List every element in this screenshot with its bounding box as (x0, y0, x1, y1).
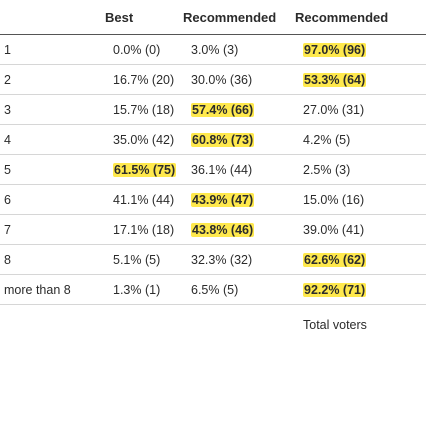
not-recommended-cell: 15.0% (16) (291, 185, 426, 215)
best-cell-highlighted-value: 61.5% (75) (113, 163, 177, 177)
table-footer-row: Total voters (0, 305, 426, 340)
best-cell-value: 17.1% (18) (113, 223, 175, 237)
table-row: 3 15.7% (18) 57.4% (66) 27.0% (31) (0, 95, 426, 125)
table-row: 6 41.1% (44) 43.9% (47) 15.0% (16) (0, 185, 426, 215)
not-recommended-cell: 53.3% (64) (291, 65, 426, 95)
best-cell: 35.0% (42) (101, 125, 179, 155)
player-count-cell-value: 4 (4, 133, 11, 147)
not-recommended-cell: 92.2% (71) (291, 275, 426, 305)
not-recommended-cell-highlighted-value: 97.0% (96) (303, 43, 367, 57)
not-recommended-cell: 27.0% (31) (291, 95, 426, 125)
table-row: 7 17.1% (18) 43.8% (46) 39.0% (41) (0, 215, 426, 245)
recommended-cell: 43.8% (46) (179, 215, 291, 245)
not-recommended-cell-value: 15.0% (16) (303, 193, 365, 207)
best-cell-value: 0.0% (0) (113, 43, 161, 57)
table-row: 2 16.7% (20) 30.0% (36) 53.3% (64) (0, 65, 426, 95)
player-count-cell: 7 (0, 215, 101, 245)
footer-empty-cell (101, 305, 179, 340)
not-recommended-cell-value: 4.2% (5) (303, 133, 351, 147)
recommended-cell-highlighted-value: 43.9% (47) (191, 193, 255, 207)
player-count-cell-value: 6 (4, 193, 11, 207)
not-recommended-cell-value: 2.5% (3) (303, 163, 351, 177)
recommended-cell-value: 32.3% (32) (191, 253, 253, 267)
best-cell: 0.0% (0) (101, 35, 179, 65)
recommended-cell-value: 36.1% (44) (191, 163, 253, 177)
not-recommended-cell-highlighted-value: 92.2% (71) (303, 283, 367, 297)
best-cell: 41.1% (44) (101, 185, 179, 215)
not-recommended-cell-highlighted-value: 62.6% (62) (303, 253, 367, 267)
not-recommended-cell-value: 39.0% (41) (303, 223, 365, 237)
table-body: 1 0.0% (0) 3.0% (3) 97.0% (96) 2 16.7% (20) 30… (0, 35, 426, 340)
best-cell-value: 1.3% (1) (113, 283, 161, 297)
recommended-cell: 30.0% (36) (179, 65, 291, 95)
best-cell-value: 41.1% (44) (113, 193, 175, 207)
header-recommended: Recommended (183, 10, 277, 25)
not-recommended-cell-highlighted-value: 53.3% (64) (303, 73, 367, 87)
recommended-cell-value: 30.0% (36) (191, 73, 253, 87)
not-recommended-cell: 62.6% (62) (291, 245, 426, 275)
player-count-cell-value: 5 (4, 163, 11, 177)
not-recommended-cell: 97.0% (96) (291, 35, 426, 65)
best-cell-value: 15.7% (18) (113, 103, 175, 117)
player-count-cell: more than 8 (0, 275, 101, 305)
best-cell: 16.7% (20) (101, 65, 179, 95)
not-recommended-cell: 2.5% (3) (291, 155, 426, 185)
recommended-cell-value: 6.5% (5) (191, 283, 239, 297)
recommended-cell-highlighted-value: 60.8% (73) (191, 133, 255, 147)
best-cell: 17.1% (18) (101, 215, 179, 245)
recommended-cell-highlighted-value: 43.8% (46) (191, 223, 255, 237)
best-cell: 15.7% (18) (101, 95, 179, 125)
best-cell: 5.1% (5) (101, 245, 179, 275)
player-count-poll-table: Best Recommended Recommended 1 0.0% (0) 3.… (0, 0, 426, 340)
player-count-cell: 5 (0, 155, 101, 185)
recommended-cell-highlighted-value: 57.4% (66) (191, 103, 255, 117)
recommended-cell: 3.0% (3) (179, 35, 291, 65)
table-row: more than 8 1.3% (1) 6.5% (5) 92.2% (71) (0, 275, 426, 305)
best-cell-value: 35.0% (42) (113, 133, 175, 147)
player-count-cell-value: 8 (4, 253, 11, 267)
player-count-cell-value: 1 (4, 43, 11, 57)
recommended-cell: 32.3% (32) (179, 245, 291, 275)
recommended-cell: 6.5% (5) (179, 275, 291, 305)
table-row: 4 35.0% (42) 60.8% (73) 4.2% (5) (0, 125, 426, 155)
best-cell: 1.3% (1) (101, 275, 179, 305)
player-count-cell: 6 (0, 185, 101, 215)
table-header-row: Best Recommended Recommended (0, 0, 426, 35)
player-count-cell-value: 2 (4, 73, 11, 87)
recommended-cell: 60.8% (73) (179, 125, 291, 155)
best-cell: 61.5% (75) (101, 155, 179, 185)
player-count-cell-value: 7 (4, 223, 11, 237)
header-best: Best (105, 10, 134, 25)
best-cell-value: 16.7% (20) (113, 73, 175, 87)
recommended-cell: 57.4% (66) (179, 95, 291, 125)
player-count-cell-value: more than 8 (4, 283, 71, 297)
not-recommended-cell: 4.2% (5) (291, 125, 426, 155)
recommended-cell: 36.1% (44) (179, 155, 291, 185)
player-count-cell: 3 (0, 95, 101, 125)
recommended-cell: 43.9% (47) (179, 185, 291, 215)
not-recommended-cell: 39.0% (41) (291, 215, 426, 245)
total-voters-label: Total voters (303, 318, 367, 332)
footer-empty-cell (0, 305, 101, 340)
header-not-recommended: Recommended (295, 10, 389, 25)
best-cell-value: 5.1% (5) (113, 253, 161, 267)
not-recommended-cell-value: 27.0% (31) (303, 103, 365, 117)
table-row: 8 5.1% (5) 32.3% (32) 62.6% (62) (0, 245, 426, 275)
player-count-cell: 8 (0, 245, 101, 275)
player-count-cell: 4 (0, 125, 101, 155)
player-count-cell: 1 (0, 35, 101, 65)
table-row: 5 61.5% (75) 36.1% (44) 2.5% (3) (0, 155, 426, 185)
footer-empty-cell (179, 305, 291, 340)
table-row: 1 0.0% (0) 3.0% (3) 97.0% (96) (0, 35, 426, 65)
header-player-count (0, 0, 101, 35)
player-count-cell: 2 (0, 65, 101, 95)
player-count-cell-value: 3 (4, 103, 11, 117)
recommended-cell-value: 3.0% (3) (191, 43, 239, 57)
